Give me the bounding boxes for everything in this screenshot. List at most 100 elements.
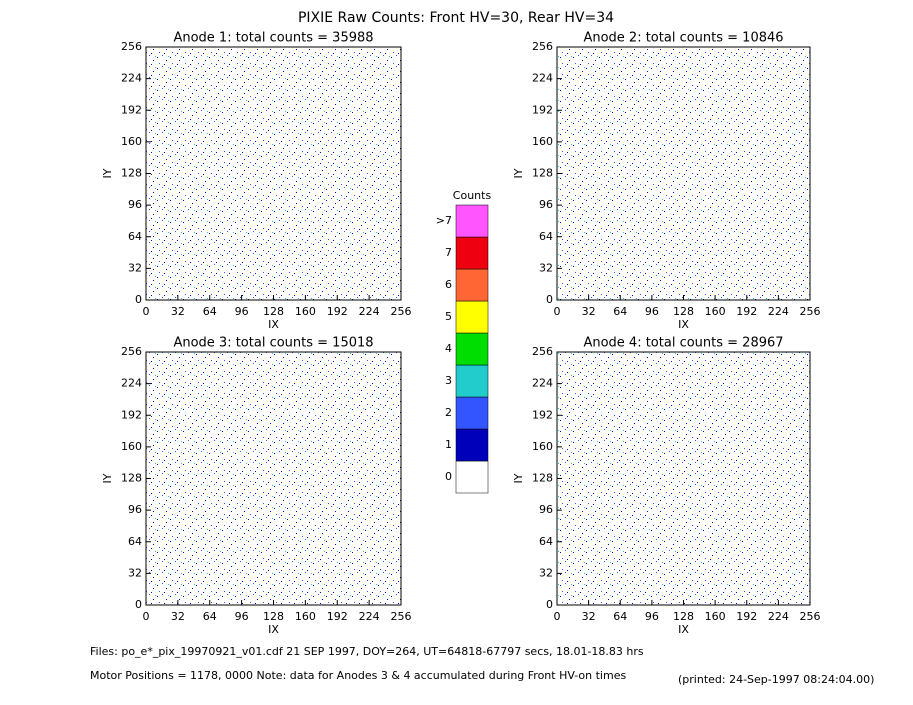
colorbar-swatch: [455, 460, 489, 494]
x-tick-label: 32: [171, 610, 185, 623]
y-tick-label: 64: [128, 230, 142, 243]
heatmap-texture: [557, 352, 810, 605]
y-tick-label: 96: [128, 503, 142, 516]
x-tick-label: 64: [203, 610, 217, 623]
x-tick-label: 0: [143, 610, 150, 623]
y-tick-label: 96: [539, 503, 553, 516]
x-tick-label: 192: [736, 610, 757, 623]
panel-title: Anode 1: total counts = 35988: [173, 31, 373, 46]
x-tick-label: 192: [327, 305, 348, 318]
y-tick-label: 160: [121, 135, 142, 148]
colorbar-label: 5: [445, 310, 452, 323]
panel-title: Anode 3: total counts = 15018: [173, 336, 373, 351]
heatmap-texture: [557, 47, 810, 300]
y-tick-label: 128: [532, 472, 553, 485]
colorbar-swatch: [455, 428, 489, 462]
x-tick-label: 192: [736, 305, 757, 318]
colorbar-swatch: [455, 364, 489, 398]
colorbar-label: 2: [445, 406, 452, 419]
x-tick-label: 128: [263, 610, 284, 623]
y-tick-label: 0: [135, 293, 142, 306]
x-tick-label: 160: [295, 305, 316, 318]
y-tick-label: 128: [121, 472, 142, 485]
x-tick-label: 224: [768, 610, 789, 623]
y-tick-label: 192: [121, 408, 142, 421]
x-tick-label: 128: [673, 305, 694, 318]
x-tick-label: 256: [391, 305, 412, 318]
x-tick-label: 224: [359, 610, 380, 623]
x-tick-label: 224: [359, 305, 380, 318]
y-tick-label: 224: [121, 377, 142, 390]
x-tick-label: 96: [235, 305, 249, 318]
panel-title: Anode 2: total counts = 10846: [583, 31, 783, 46]
x-tick-label: 96: [645, 305, 659, 318]
colorbar-swatch: [455, 236, 489, 270]
y-axis-label: IY: [101, 168, 114, 178]
y-tick-label: 160: [532, 440, 553, 453]
x-tick-label: 192: [327, 610, 348, 623]
y-tick-label: 224: [121, 72, 142, 85]
x-tick-label: 224: [768, 305, 789, 318]
colorbar-title: Counts: [453, 189, 492, 202]
x-tick-label: 160: [705, 305, 726, 318]
y-tick-label: 192: [121, 103, 142, 116]
y-tick-label: 0: [546, 598, 553, 611]
y-axis-label: IY: [512, 473, 525, 483]
y-tick-label: 0: [135, 598, 142, 611]
x-tick-label: 256: [800, 610, 821, 623]
y-tick-label: 96: [128, 198, 142, 211]
y-tick-label: 128: [121, 167, 142, 180]
x-tick-label: 160: [705, 610, 726, 623]
colorbar-label: 4: [445, 342, 452, 355]
y-tick-label: 256: [121, 40, 142, 53]
heatmap-texture: [146, 47, 401, 300]
colorbar-label: 7: [445, 246, 452, 259]
y-tick-label: 160: [121, 440, 142, 453]
y-axis-label: IY: [512, 168, 525, 178]
y-tick-label: 224: [532, 72, 553, 85]
colorbar-label: >7: [436, 214, 452, 227]
panel-title: Anode 4: total counts = 28967: [583, 336, 783, 351]
y-tick-label: 256: [532, 345, 553, 358]
colorbar-label: 6: [445, 278, 452, 291]
y-tick-label: 160: [532, 135, 553, 148]
x-tick-label: 0: [554, 610, 561, 623]
y-tick-label: 64: [539, 230, 553, 243]
x-axis-label: IX: [678, 318, 689, 331]
x-tick-label: 0: [554, 305, 561, 318]
colorbar-swatch: [455, 396, 489, 430]
x-tick-label: 256: [800, 305, 821, 318]
x-tick-label: 128: [263, 305, 284, 318]
x-tick-label: 128: [673, 610, 694, 623]
y-tick-label: 192: [532, 103, 553, 116]
x-tick-label: 64: [613, 305, 627, 318]
colorbar-swatch: [455, 204, 489, 238]
figure-title: PIXIE Raw Counts: Front HV=30, Rear HV=3…: [298, 10, 614, 26]
footer-motor: Motor Positions = 1178, 0000 Note: data …: [90, 669, 626, 682]
x-tick-label: 96: [235, 610, 249, 623]
colorbar-swatch: [455, 268, 489, 302]
y-tick-label: 256: [121, 345, 142, 358]
x-tick-label: 64: [613, 610, 627, 623]
y-tick-label: 64: [128, 535, 142, 548]
y-tick-label: 0: [546, 293, 553, 306]
y-tick-label: 224: [532, 377, 553, 390]
x-axis-label: IX: [268, 623, 279, 636]
heatmap-texture: [146, 352, 401, 605]
x-tick-label: 0: [143, 305, 150, 318]
y-tick-label: 96: [539, 198, 553, 211]
x-tick-label: 32: [582, 305, 596, 318]
x-tick-label: 32: [582, 610, 596, 623]
y-tick-label: 32: [539, 261, 553, 274]
x-tick-label: 96: [645, 610, 659, 623]
y-tick-label: 192: [532, 408, 553, 421]
colorbar-swatch: [455, 300, 489, 334]
x-tick-label: 32: [171, 305, 185, 318]
colorbar-label: 3: [445, 374, 452, 387]
y-tick-label: 32: [539, 566, 553, 579]
x-tick-label: 256: [391, 610, 412, 623]
y-tick-label: 128: [532, 167, 553, 180]
footer-files: Files: po_e*_pix_19970921_v01.cdf 21 SEP…: [90, 645, 644, 658]
x-tick-label: 160: [295, 610, 316, 623]
